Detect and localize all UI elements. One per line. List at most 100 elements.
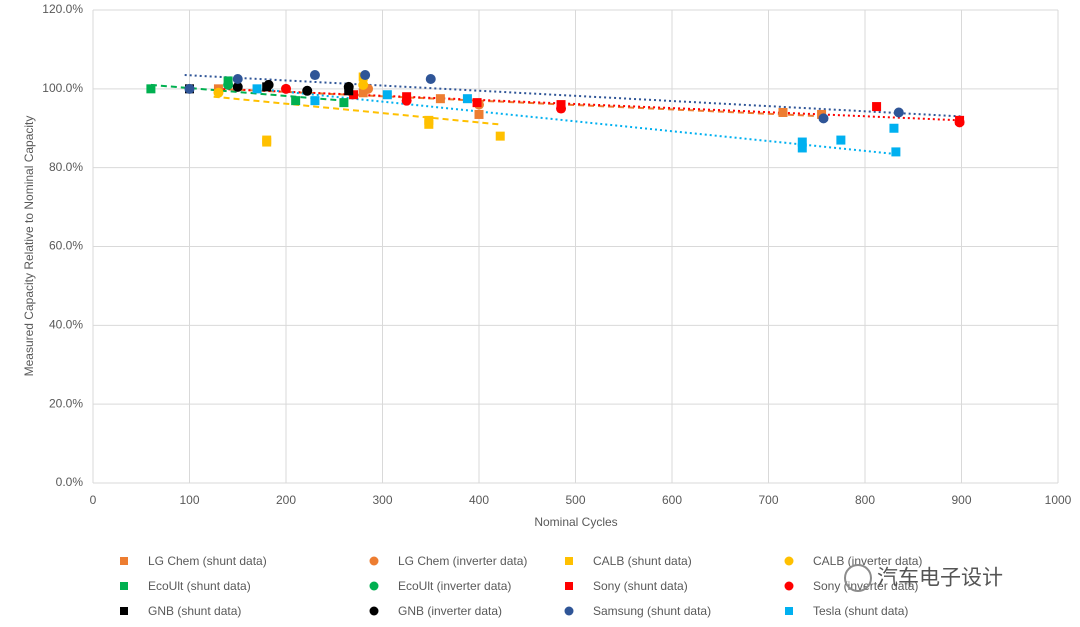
marker [424, 115, 434, 125]
legend-marker [784, 556, 794, 566]
marker [232, 81, 243, 92]
marker [184, 83, 195, 94]
legend-label: CALB (shunt data) [593, 554, 692, 568]
legend-marker [120, 607, 128, 615]
legend-label: Samsung (shunt data) [593, 604, 711, 618]
legend-label: EcoUlt (inverter data) [398, 579, 511, 593]
x-tick-label: 600 [662, 493, 682, 507]
marker [343, 81, 354, 92]
marker [223, 79, 234, 90]
y-tick-label: 100.0% [42, 81, 83, 95]
x-tick-label: 100 [179, 493, 199, 507]
marker [462, 94, 472, 104]
marker [146, 84, 156, 94]
x-tick-label: 0 [90, 493, 97, 507]
marker [495, 131, 505, 141]
marker [358, 79, 369, 90]
legend-item: EcoUlt (shunt data) [120, 579, 251, 593]
legend-item: LG Chem (inverter data) [369, 554, 527, 568]
marker [893, 107, 904, 118]
legend-label: GNB (shunt data) [148, 604, 241, 618]
trendline [213, 95, 499, 126]
marker [281, 83, 291, 94]
watermark-text: 汽车电子设计 [877, 567, 1003, 590]
legend-item: CALB (shunt data) [565, 554, 692, 568]
x-tick-label: 800 [855, 493, 875, 507]
marker [474, 109, 484, 119]
trendline [218, 87, 962, 122]
legend-item: CALB (inverter data) [784, 554, 922, 568]
marker [889, 123, 899, 133]
y-tick-label: 0.0% [56, 475, 84, 489]
x-tick-label: 700 [758, 493, 778, 507]
legend-item: LG Chem (shunt data) [120, 554, 267, 568]
marker [263, 79, 274, 90]
y-tick-label: 40.0% [49, 318, 83, 332]
legend-label: LG Chem (inverter data) [398, 554, 527, 568]
marker [797, 143, 807, 153]
legend-marker [120, 582, 128, 590]
trendline [184, 74, 962, 118]
marker [891, 147, 901, 157]
legend-marker [784, 581, 794, 591]
marker [349, 90, 359, 100]
marker [291, 96, 301, 106]
legend-item: Tesla (shunt data) [785, 604, 908, 618]
x-axis-title: Nominal Cycles [534, 515, 617, 529]
watermark: 汽车电子设计 [844, 564, 1003, 592]
legend-item: Sony (inverter data) [784, 579, 918, 593]
legend-label: CALB (inverter data) [813, 554, 922, 568]
marker [401, 95, 412, 106]
marker [836, 135, 846, 145]
marker [360, 70, 371, 81]
x-tick-label: 400 [469, 493, 489, 507]
x-tick-label: 1000 [1045, 493, 1072, 507]
marker [262, 135, 272, 145]
y-tick-label: 80.0% [49, 160, 83, 174]
legend-label: Sony (shunt data) [593, 579, 688, 593]
trendline [256, 87, 895, 155]
legend-marker [369, 581, 379, 591]
marker [425, 73, 436, 84]
marker [232, 73, 243, 84]
legend-marker [564, 606, 574, 616]
x-tick-label: 300 [372, 493, 392, 507]
marker [472, 98, 482, 108]
y-tick-label: 20.0% [49, 396, 83, 410]
marker [358, 88, 368, 98]
x-tick-label: 200 [276, 493, 296, 507]
marker [872, 102, 882, 112]
legend-item: Sony (shunt data) [565, 579, 688, 593]
marker [339, 98, 349, 108]
watermark-icon [844, 564, 872, 592]
legend-marker [565, 582, 573, 590]
legend-item: EcoUlt (inverter data) [369, 579, 511, 593]
legend-label: LG Chem (shunt data) [148, 554, 267, 568]
legend-item: Samsung (shunt data) [564, 604, 711, 618]
marker [778, 107, 788, 117]
marker [797, 137, 807, 147]
legend-marker [369, 556, 379, 566]
marker [382, 90, 392, 100]
marker [435, 94, 445, 104]
legend-marker [120, 557, 128, 565]
legend-label: Tesla (shunt data) [813, 604, 908, 618]
marker [252, 84, 262, 94]
x-tick-label: 900 [951, 493, 971, 507]
y-tick-label: 120.0% [42, 2, 83, 16]
legend-marker [785, 607, 793, 615]
y-axis-title: Measured Capacity Relative to Nominal Ca… [22, 116, 36, 377]
marker [213, 87, 224, 98]
y-tick-label: 60.0% [49, 239, 83, 253]
legend-marker [565, 557, 573, 565]
legend-item: GNB (shunt data) [120, 604, 241, 618]
marker [954, 117, 965, 128]
x-tick-label: 500 [565, 493, 585, 507]
marker [302, 85, 313, 96]
legend-label: EcoUlt (shunt data) [148, 579, 251, 593]
legend-label: GNB (inverter data) [398, 604, 502, 618]
marker [818, 113, 829, 124]
legend-item: GNB (inverter data) [369, 604, 502, 618]
legend-marker [369, 606, 379, 616]
